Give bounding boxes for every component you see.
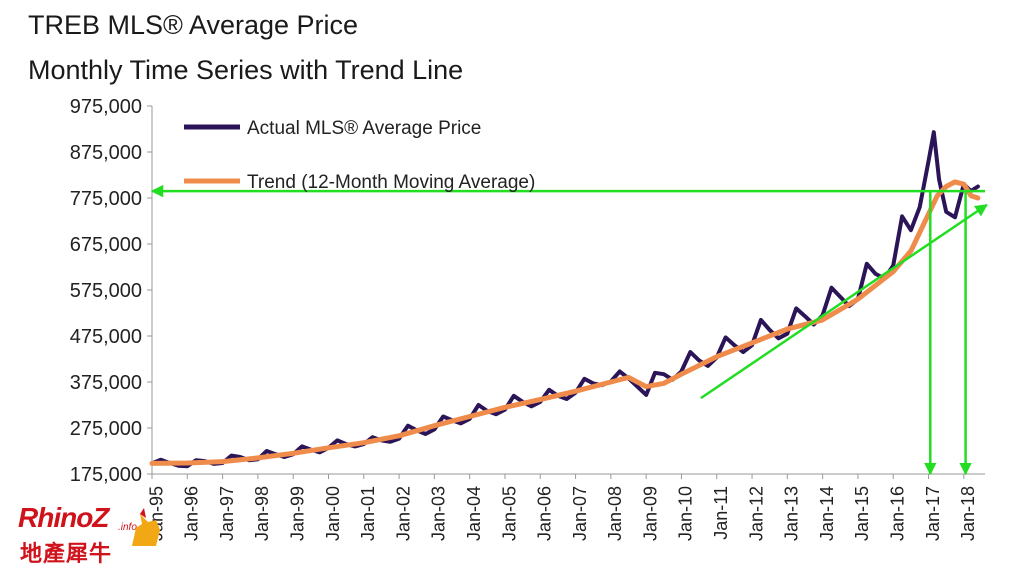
y-tick-label: 975,000 — [70, 96, 142, 118]
x-tick-label: Jan-97 — [217, 486, 237, 541]
x-tick-label: Jan-99 — [287, 486, 307, 541]
y-tick-label: 475,000 — [70, 326, 142, 348]
x-tick-label: Jan-98 — [252, 486, 272, 541]
x-tick-label: Jan-10 — [676, 486, 696, 541]
y-tick-label: 575,000 — [70, 280, 142, 302]
chart-title: TREB MLS® Average Price — [28, 10, 359, 40]
chart-subtitle: Monthly Time Series with Trend Line — [28, 55, 464, 85]
legend: Actual MLS® Average Price Trend (12-Mont… — [184, 118, 535, 193]
x-tick-label: Jan-18 — [958, 486, 978, 541]
y-tick-label: 375,000 — [70, 372, 142, 394]
rhino-icon — [132, 508, 160, 546]
rhinoz-logo: RhinoZ .info 地產犀牛 — [14, 498, 164, 568]
x-tick-label: Jan-96 — [182, 486, 202, 541]
x-tick-label: Jan-16 — [888, 486, 908, 541]
logo-text-cn: 地產犀牛 — [20, 541, 113, 566]
x-tick-label: Jan-12 — [746, 486, 766, 541]
x-tick-label: Jan-03 — [429, 486, 449, 541]
x-tick-label: Jan-06 — [535, 486, 555, 541]
x-tick-label: Jan-09 — [640, 486, 660, 541]
y-tick-label: 775,000 — [70, 188, 142, 210]
x-tick-label: Jan-14 — [817, 486, 837, 541]
x-tick-label: Jan-05 — [499, 486, 519, 541]
y-tick-label: 275,000 — [70, 418, 142, 440]
x-tick-label: Jan-01 — [358, 486, 378, 541]
x-tick-label: Jan-15 — [852, 486, 872, 541]
y-tick-label: 875,000 — [70, 142, 142, 164]
x-tick-label: Jan-07 — [570, 486, 590, 541]
x-tick-label: Jan-08 — [605, 486, 625, 541]
legend-label-actual: Actual MLS® Average Price — [247, 118, 481, 139]
y-tick-label: 175,000 — [70, 464, 142, 486]
trend-line — [149, 179, 981, 466]
annotation-trend-arrow — [700, 203, 988, 400]
y-tick-label: 675,000 — [70, 234, 142, 256]
x-tick-label: Jan-00 — [323, 486, 343, 541]
x-tick-label: Jan-11 — [711, 486, 731, 540]
x-tick-label: Jan-04 — [464, 486, 484, 541]
legend-label-trend: Trend (12-Month Moving Average) — [247, 172, 535, 193]
x-tick-label: Jan-17 — [923, 486, 943, 541]
x-tick-label: Jan-02 — [393, 486, 413, 541]
x-tick-label: Jan-13 — [782, 486, 802, 541]
logo-text-info: .info — [118, 522, 137, 533]
logo-text-en: RhinoZ — [18, 502, 109, 533]
